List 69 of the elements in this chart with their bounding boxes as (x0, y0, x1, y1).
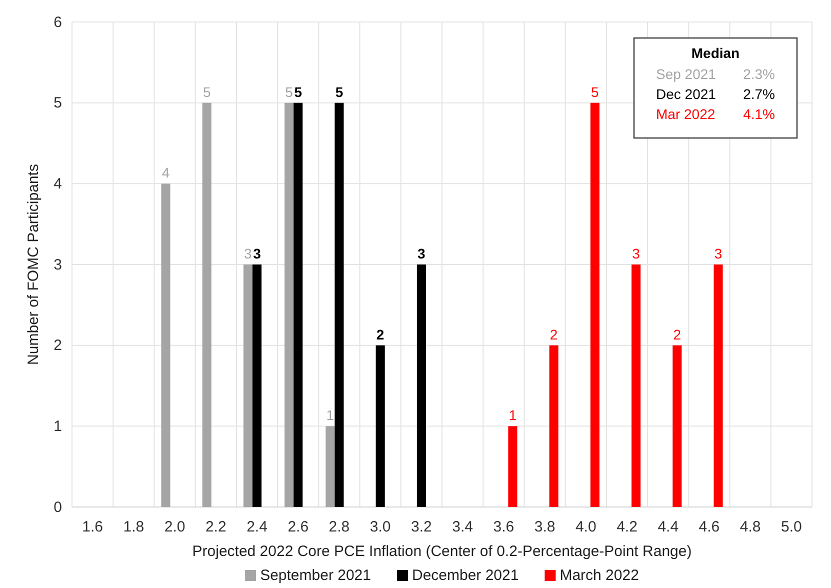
x-tick-label: 4.4 (658, 518, 679, 536)
x-tick-label: 1.6 (82, 518, 103, 536)
x-tick-label: 1.8 (123, 518, 144, 536)
x-tick-label: 4.6 (698, 518, 720, 536)
y-tick-label: 6 (54, 14, 62, 31)
y-tick-label: 4 (54, 175, 62, 192)
x-tick-label: 4.8 (740, 518, 761, 536)
x-tick-label: 2.8 (328, 518, 350, 536)
bar (632, 264, 641, 507)
data-label: 5 (294, 84, 302, 100)
x-tick-label: 3.2 (411, 518, 432, 536)
bar (252, 264, 262, 507)
x-tick-label: 2.6 (288, 518, 309, 536)
data-label: 1 (326, 407, 334, 424)
data-label: 5 (202, 84, 211, 100)
bar (161, 184, 170, 507)
legend-label: December 2021 (412, 567, 519, 584)
bar (284, 102, 294, 507)
bar (334, 102, 344, 507)
bar (549, 345, 558, 507)
annotation: Dec 2021 (656, 86, 716, 102)
x-tick-label: 5.0 (781, 518, 802, 536)
bar (672, 345, 682, 507)
data-label: 5 (335, 84, 344, 100)
data-label: 3 (418, 246, 426, 262)
annotation: Sep 2021 (656, 66, 716, 82)
bar (294, 102, 303, 507)
data-label: 2 (376, 326, 384, 342)
data-label: 3 (714, 246, 722, 262)
y-tick-label: 0 (54, 498, 62, 516)
y-tick-label: 1 (54, 418, 62, 435)
bar (508, 426, 518, 507)
data-label: 5 (591, 84, 600, 100)
y-tick-label: 2 (54, 337, 62, 354)
annotation: 4.1% (743, 106, 775, 122)
bar (714, 264, 723, 507)
data-label: 1 (508, 407, 517, 424)
x-tick-label: 3.4 (452, 518, 473, 536)
bar (416, 264, 426, 507)
bar (376, 345, 385, 507)
data-label: 3 (632, 246, 640, 262)
y-tick-label: 5 (54, 94, 62, 112)
bar (326, 426, 335, 507)
legend-label: September 2021 (260, 567, 371, 584)
x-tick-label: 3.0 (370, 518, 391, 536)
x-tick-label: 3.6 (493, 518, 514, 536)
data-label: 2 (673, 326, 682, 342)
annotation: Mar 2022 (656, 106, 716, 122)
data-label: 5 (285, 84, 294, 100)
bar (243, 264, 252, 507)
x-axis-title: Projected 2022 Core PCE Inflation (Center of 0.2-Percentage-Point Range) (192, 543, 692, 560)
x-tick-label: 4.0 (575, 518, 596, 536)
annotation: Median (691, 45, 740, 61)
data-label: 4 (162, 164, 170, 181)
annotation: 2.3% (743, 66, 775, 82)
y-axis-title: Number of FOMC Participants (25, 164, 42, 365)
x-tick-label: 2.0 (164, 518, 186, 536)
y-tick-label: 3 (54, 256, 62, 274)
bar (590, 102, 600, 507)
data-label: 3 (244, 246, 252, 262)
x-tick-label: 2.4 (246, 518, 268, 536)
data-label: 2 (550, 326, 558, 342)
x-tick-label: 3.8 (534, 518, 556, 536)
legend-label: March 2022 (560, 567, 639, 584)
annotation: 2.7% (743, 86, 775, 102)
bar (202, 102, 212, 507)
data-label: 3 (253, 246, 262, 262)
x-tick-label: 4.2 (616, 518, 638, 536)
x-tick-label: 2.2 (205, 518, 226, 536)
